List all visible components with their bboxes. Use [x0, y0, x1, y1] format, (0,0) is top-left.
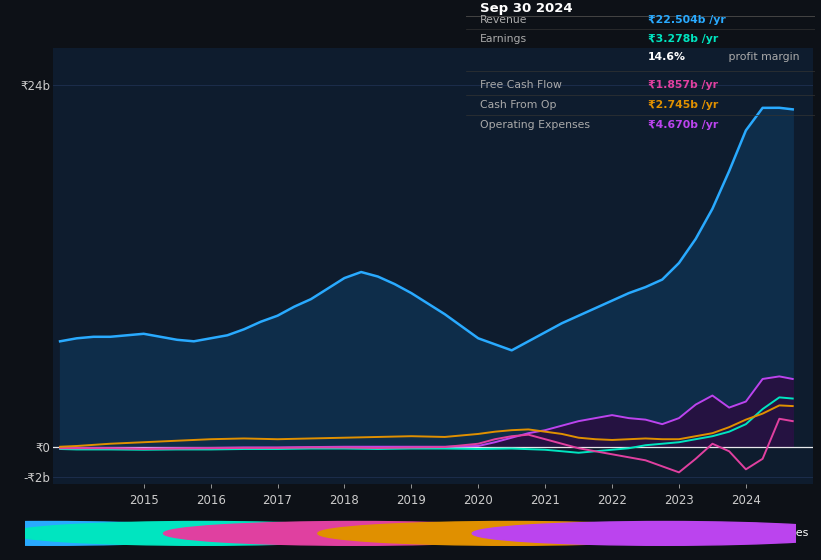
Circle shape — [163, 521, 549, 545]
Text: ₹22.504b /yr: ₹22.504b /yr — [648, 15, 726, 25]
Text: ₹1.857b /yr: ₹1.857b /yr — [648, 80, 718, 90]
Text: Operating Expenses: Operating Expenses — [696, 529, 809, 538]
Text: Sep 30 2024: Sep 30 2024 — [480, 2, 573, 15]
Text: ₹2.745b /yr: ₹2.745b /yr — [648, 100, 718, 110]
Text: Revenue: Revenue — [480, 15, 528, 25]
Text: Earnings: Earnings — [480, 34, 527, 44]
Circle shape — [472, 521, 821, 545]
Text: Operating Expenses: Operating Expenses — [480, 120, 590, 130]
Text: Cash From Op: Cash From Op — [542, 529, 620, 538]
Text: Free Cash Flow: Free Cash Flow — [388, 529, 471, 538]
Text: 14.6%: 14.6% — [648, 52, 686, 62]
Text: profit margin: profit margin — [724, 52, 799, 62]
Text: ₹3.278b /yr: ₹3.278b /yr — [648, 34, 718, 44]
Circle shape — [9, 521, 395, 545]
Text: Cash From Op: Cash From Op — [480, 100, 557, 110]
Text: Revenue: Revenue — [79, 529, 127, 538]
Text: Earnings: Earnings — [233, 529, 282, 538]
Text: Free Cash Flow: Free Cash Flow — [480, 80, 562, 90]
Circle shape — [0, 521, 241, 545]
Circle shape — [318, 521, 704, 545]
Text: ₹4.670b /yr: ₹4.670b /yr — [648, 120, 718, 130]
